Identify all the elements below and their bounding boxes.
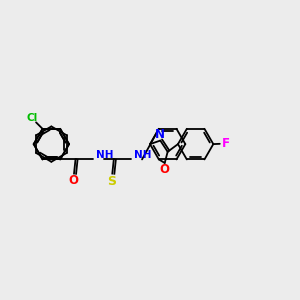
Text: F: F (222, 137, 230, 150)
Text: NH: NH (134, 150, 152, 160)
Text: N: N (155, 128, 165, 141)
Text: O: O (69, 174, 79, 187)
Text: O: O (159, 163, 169, 176)
Text: S: S (107, 175, 116, 188)
Text: NH: NH (96, 150, 114, 160)
Text: Cl: Cl (27, 113, 38, 123)
